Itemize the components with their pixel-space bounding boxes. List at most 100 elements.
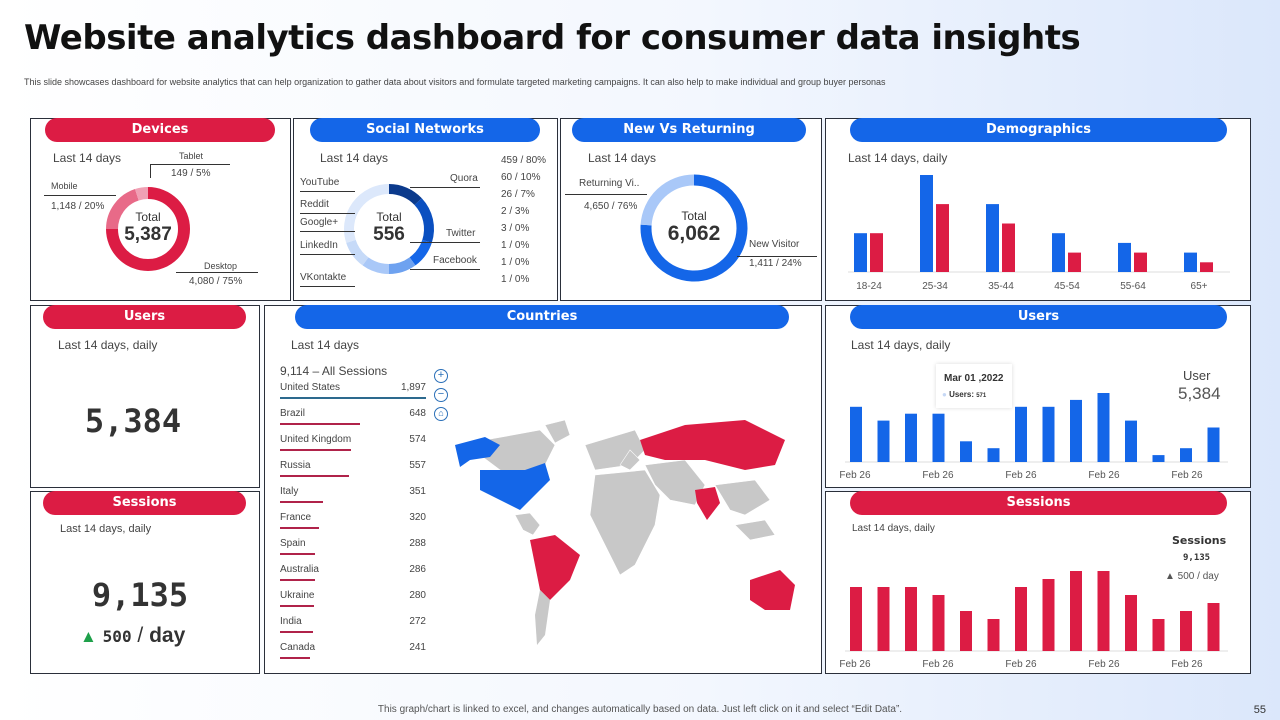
users-bar[interactable] [1097,393,1110,462]
country-row[interactable]: United Kingdom 574 [280,434,426,451]
google-segment[interactable] [346,239,369,266]
tablet-segment[interactable] [135,187,149,201]
country-name: India [280,616,302,627]
world-map[interactable] [445,415,820,655]
social-label-reddit: Reddit [300,199,329,210]
sessions-bar[interactable] [1125,595,1137,651]
sessions-bar[interactable] [1097,571,1110,651]
demographics-bar[interactable] [1052,233,1065,272]
social-label-quora: Quora [450,173,478,184]
home-button[interactable]: ⌂ [434,407,448,421]
map-australia [750,570,795,610]
country-row[interactable]: Ukraine 280 [280,590,426,607]
country-row[interactable]: Russia 557 [280,460,426,477]
sessions-bar[interactable] [877,587,890,651]
users-bar[interactable] [932,413,945,462]
demographics-bar[interactable] [936,204,949,272]
demographics-bar[interactable] [920,175,933,272]
users-kpi-value: 5,384 [84,402,182,440]
quora-segment[interactable] [388,184,422,206]
zoom-out-button[interactable]: − [434,388,448,402]
countries-header: Countries [295,305,789,329]
desktop-segment[interactable] [106,187,190,271]
country-row[interactable]: India 272 [280,616,426,633]
sessions-bar[interactable] [1015,587,1027,651]
returning-segment[interactable] [640,174,695,226]
mobile-segment[interactable] [106,189,140,230]
country-value: 286 [409,564,426,575]
users-kpi-period: Last 14 days, daily [58,338,158,352]
users-bar[interactable] [1015,406,1027,462]
country-value: 320 [409,512,426,523]
sessions-kpi-delta: ▲ 500 / day [80,624,186,647]
demographics-bar[interactable] [1068,252,1081,272]
demographics-bar[interactable] [870,233,883,272]
country-row[interactable]: Brazil 648 [280,408,426,425]
social-value: 26 / 7% [501,189,535,200]
social-value: 1 / 0% [501,274,530,285]
users-bar[interactable] [1125,420,1137,462]
demographics-bar[interactable] [986,204,999,272]
demographics-bar[interactable] [1200,262,1213,272]
country-row[interactable]: Italy 351 [280,486,426,503]
sessions-bar[interactable] [1207,603,1220,651]
country-bar [280,501,324,503]
demographics-bar[interactable] [1134,252,1147,272]
sessions-bar[interactable] [987,619,1000,651]
demographics-bar[interactable] [1184,252,1197,272]
sessions-bar[interactable] [932,595,945,651]
sessions-chart-header: Sessions [850,491,1227,515]
linkedin-segment[interactable] [362,257,390,274]
country-row[interactable]: United States 1,897 [280,382,426,399]
users-chart-header: Users [850,305,1227,329]
social-period: Last 14 days [320,151,389,165]
demographics-bar[interactable] [1002,223,1015,273]
users-bar[interactable] [987,448,1000,462]
sessions-tick: Feb 26 [1088,659,1120,670]
users-bar[interactable] [877,420,890,462]
sessions-kpi-card [30,491,260,674]
country-name: United States [280,382,341,393]
countries-period: Last 14 days [291,338,360,352]
map-brazil [530,535,580,600]
countries-summary: 9,114 – All Sessions [280,364,388,378]
sessions-bar[interactable] [905,587,917,651]
twitter-segment[interactable] [414,198,434,243]
youtube-segment[interactable] [344,184,390,243]
sessions-bar[interactable] [1180,611,1192,651]
users-tooltip: Mar 01 ,2022 ● Users: 571 [936,364,1012,408]
sessions-bar[interactable] [1070,571,1082,651]
country-row[interactable]: Australia 286 [280,564,426,581]
vkontakte-segment[interactable] [388,257,416,274]
demographics-tick: 25-34 [922,281,948,292]
page-subtitle: This slide showcases dashboard for websi… [24,77,886,87]
users-kpi-header: Users [43,305,246,329]
sessions-bar[interactable] [850,587,862,651]
users-bar[interactable] [905,413,917,462]
map-russia [640,420,785,470]
demographics-bar[interactable] [854,233,867,272]
devices-total-label: Total [135,210,161,224]
sessions-bar[interactable] [1042,579,1055,651]
sessions-bar[interactable] [960,611,972,651]
users-bar[interactable] [1152,455,1165,462]
country-row[interactable]: France 320 [280,512,426,529]
country-row[interactable]: Canada 241 [280,642,426,659]
users-bar[interactable] [960,441,972,462]
users-bar[interactable] [1042,406,1055,462]
sessions-chart-kpi-delta: ▲ 500 / day [1165,571,1219,582]
country-name: United Kingdom [280,434,352,445]
sessions-bar[interactable] [1152,619,1165,651]
social-total: 556 [373,224,405,245]
sessions-chart-kpi-label: Sessions [1172,534,1227,547]
demographics-bar[interactable] [1118,242,1131,272]
users-bar[interactable] [1180,448,1192,462]
zoom-in-button[interactable]: + [434,369,448,383]
users-chart-kpi-label: User [1183,368,1211,383]
users-bar[interactable] [1070,399,1082,462]
new-visitor-segment[interactable] [640,174,748,282]
users-bar[interactable] [850,406,862,462]
users-bar[interactable] [1207,427,1220,463]
country-row[interactable]: Spain 288 [280,538,426,555]
demographics-tick: 35-44 [988,281,1014,292]
